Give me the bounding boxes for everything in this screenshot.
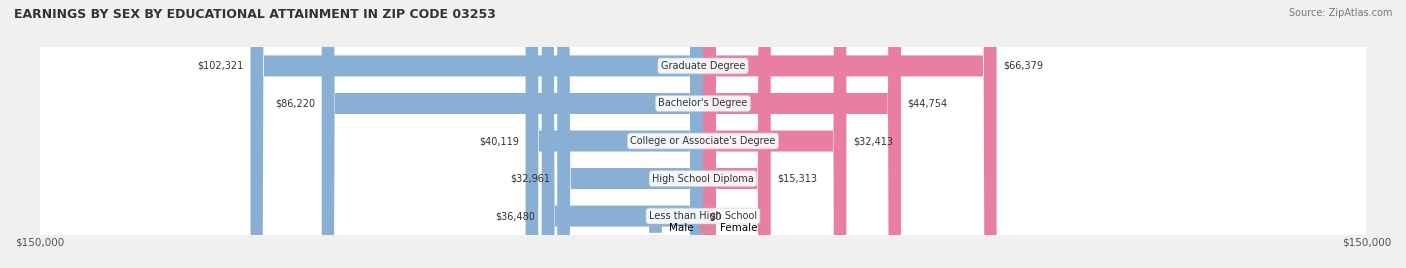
FancyBboxPatch shape — [703, 0, 846, 268]
Text: High School Diploma: High School Diploma — [652, 174, 754, 184]
Text: Graduate Degree: Graduate Degree — [661, 61, 745, 71]
FancyBboxPatch shape — [39, 47, 1367, 85]
FancyBboxPatch shape — [541, 0, 703, 268]
Text: Source: ZipAtlas.com: Source: ZipAtlas.com — [1288, 8, 1392, 18]
Text: $44,754: $44,754 — [907, 98, 948, 109]
FancyBboxPatch shape — [39, 197, 1367, 235]
Text: $86,220: $86,220 — [276, 98, 315, 109]
Text: $40,119: $40,119 — [479, 136, 519, 146]
FancyBboxPatch shape — [322, 0, 703, 268]
Text: Bachelor's Degree: Bachelor's Degree — [658, 98, 748, 109]
FancyBboxPatch shape — [703, 0, 901, 268]
Text: $32,961: $32,961 — [510, 174, 551, 184]
Text: $15,313: $15,313 — [778, 174, 817, 184]
FancyBboxPatch shape — [250, 0, 703, 268]
FancyBboxPatch shape — [526, 0, 703, 268]
FancyBboxPatch shape — [557, 0, 703, 268]
Legend: Male, Female: Male, Female — [648, 224, 758, 233]
FancyBboxPatch shape — [39, 159, 1367, 198]
FancyBboxPatch shape — [39, 122, 1367, 160]
Text: $0: $0 — [710, 211, 721, 221]
Text: Less than High School: Less than High School — [650, 211, 756, 221]
Text: EARNINGS BY SEX BY EDUCATIONAL ATTAINMENT IN ZIP CODE 03253: EARNINGS BY SEX BY EDUCATIONAL ATTAINMEN… — [14, 8, 496, 21]
Text: $32,413: $32,413 — [853, 136, 893, 146]
FancyBboxPatch shape — [703, 0, 770, 268]
Text: College or Associate's Degree: College or Associate's Degree — [630, 136, 776, 146]
FancyBboxPatch shape — [703, 0, 997, 268]
FancyBboxPatch shape — [39, 84, 1367, 123]
Text: $36,480: $36,480 — [495, 211, 536, 221]
Text: $102,321: $102,321 — [198, 61, 243, 71]
Text: $66,379: $66,379 — [1004, 61, 1043, 71]
